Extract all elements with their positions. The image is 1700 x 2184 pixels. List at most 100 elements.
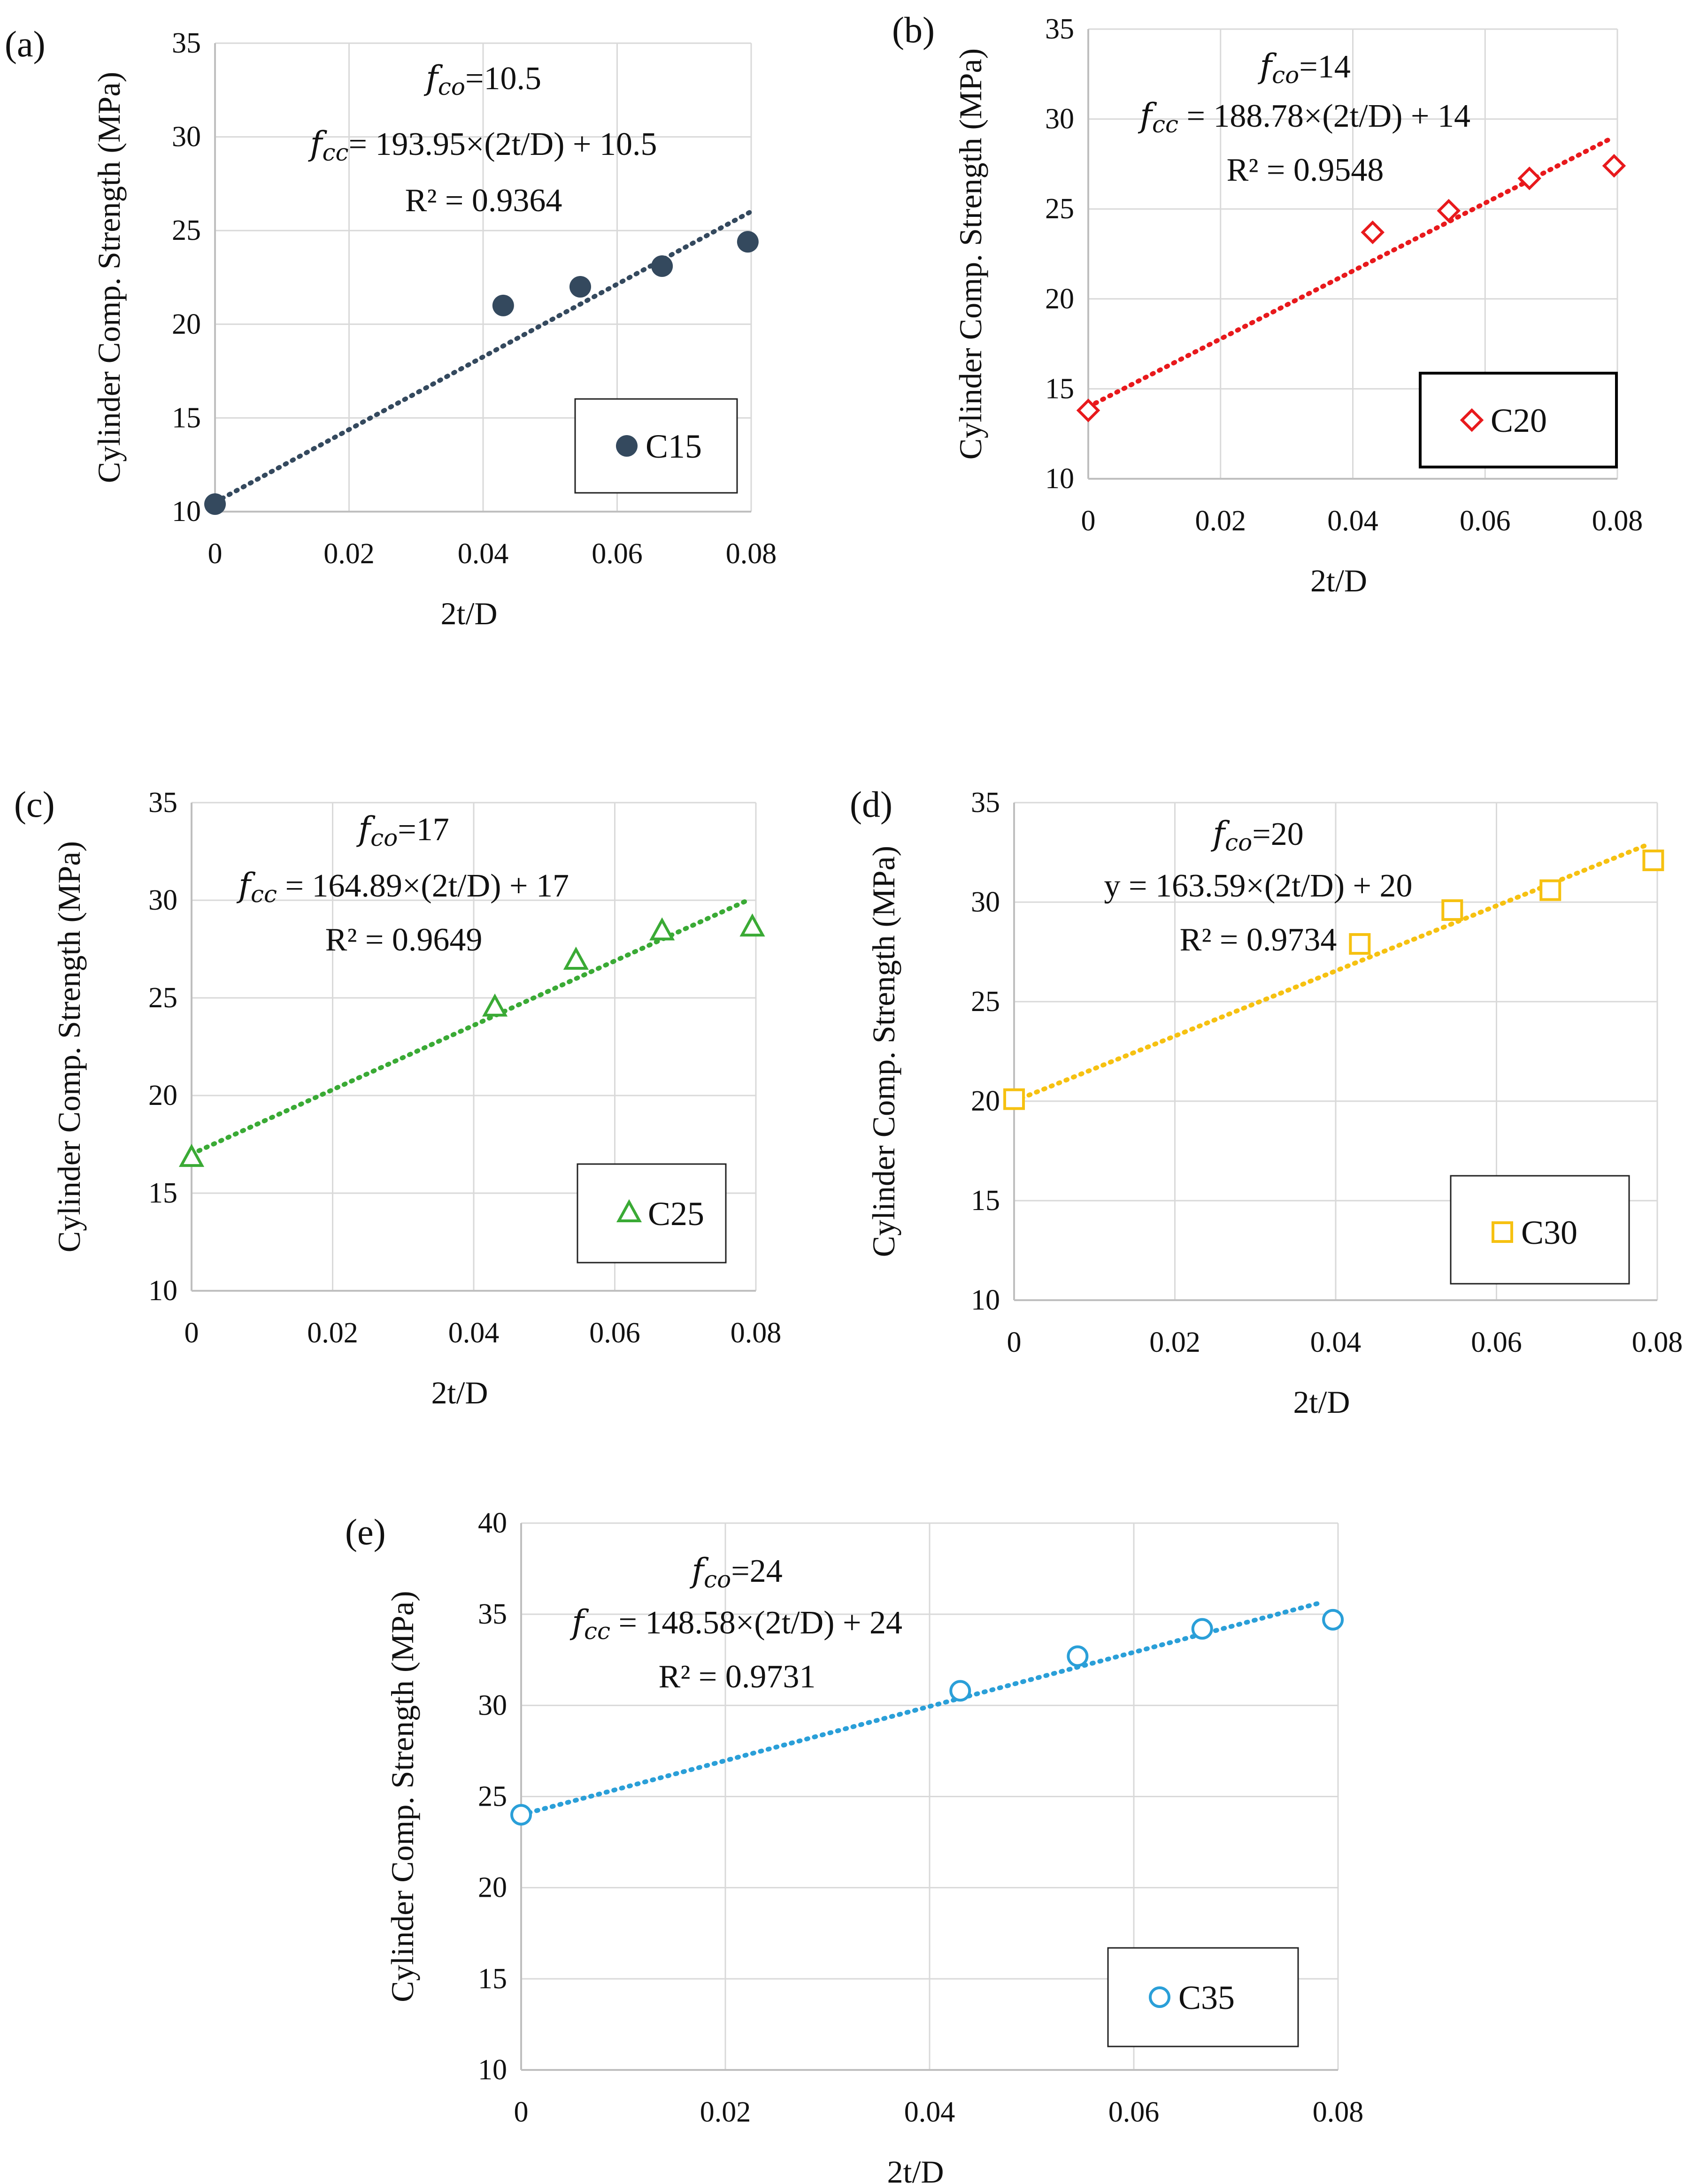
x-tick-label: 0.04 bbox=[1327, 505, 1378, 537]
y-tick-label: 15 bbox=[478, 1963, 507, 1995]
equation-rhs: = 163.59×(2t/D) + 20 bbox=[1120, 868, 1412, 904]
x-tick-label: 0 bbox=[1081, 505, 1096, 537]
x-tick-label: 0.06 bbox=[589, 1317, 640, 1349]
x-tick-label: 0.02 bbox=[700, 2096, 751, 2128]
r-squared-annotation: R² = 0.9649 bbox=[325, 922, 483, 958]
y-tick-label: 30 bbox=[148, 884, 177, 916]
x-tick-label: 0.02 bbox=[307, 1317, 358, 1349]
data-point bbox=[1539, 879, 1562, 901]
data-point bbox=[204, 493, 226, 515]
y-tick-label: 40 bbox=[478, 1507, 507, 1539]
x-axis-label: 2t/D bbox=[887, 2154, 944, 2184]
equation-lhs-subscript: cc bbox=[1152, 111, 1178, 138]
y-tick-label: 35 bbox=[148, 787, 177, 819]
fco-annotation: fco=17 bbox=[356, 810, 449, 851]
fco-subscript: co bbox=[1272, 61, 1299, 89]
equation-rhs: = 148.58×(2t/D) + 24 bbox=[610, 1605, 902, 1641]
fco-value: =24 bbox=[731, 1553, 782, 1589]
fco-annotation: fco=20 bbox=[1210, 814, 1304, 856]
x-tick-label: 0.04 bbox=[1310, 1326, 1362, 1358]
trendline bbox=[189, 897, 751, 1157]
y-axis-label: Cylinder Comp. Strength (MPa) bbox=[953, 48, 988, 460]
data-point bbox=[178, 1143, 205, 1167]
data-point bbox=[1441, 899, 1463, 921]
r-squared-annotation: R² = 0.9364 bbox=[405, 183, 562, 219]
legend-box bbox=[1107, 1947, 1299, 2047]
data-point bbox=[1437, 199, 1461, 223]
chart-panel-c: 10 15 20 25 30 35 0 0.02 0.04 0.06 0.08 2t/D Cylinde… bbox=[14, 784, 781, 1410]
fco-value: =14 bbox=[1299, 49, 1350, 85]
y-tick-label: 30 bbox=[478, 1689, 507, 1721]
y-tick-label: 15 bbox=[172, 402, 201, 434]
panel-label: (a) bbox=[5, 23, 46, 64]
x-tick-label: 0.04 bbox=[904, 2096, 955, 2128]
fco-annotation: fco=10.5 bbox=[423, 59, 541, 100]
y-tick-label: 20 bbox=[971, 1085, 1000, 1117]
legend: C15 bbox=[574, 398, 738, 494]
fco-subscript: co bbox=[1225, 829, 1252, 856]
y-tick-label: 35 bbox=[478, 1598, 507, 1630]
data-point bbox=[1067, 1645, 1089, 1667]
data-point bbox=[949, 1680, 971, 1702]
equation-annotation: y = 163.59×(2t/D) + 20 bbox=[1104, 868, 1412, 904]
equation-lhs-subscript: cc bbox=[251, 881, 277, 908]
x-tick-label: 0.06 bbox=[1460, 505, 1511, 537]
equation-rhs: = 164.89×(2t/D) + 17 bbox=[277, 868, 569, 904]
legend-box bbox=[577, 1163, 727, 1264]
fco-value: =10.5 bbox=[465, 61, 541, 97]
y-tick-label: 35 bbox=[1045, 13, 1074, 45]
x-tick-label: 0.08 bbox=[726, 538, 777, 570]
trendline bbox=[519, 1601, 1320, 1817]
legend-label: C20 bbox=[1491, 402, 1547, 439]
y-tick-label: 25 bbox=[148, 982, 177, 1014]
chart-panel-d: 10 15 20 25 30 35 0 0.02 0.04 0.06 0.08 2t/D Cylinde… bbox=[850, 784, 1683, 1420]
chart-panel-b: 10 15 20 25 30 35 0 0.02 0.04 0.06 0.08 2t/D Cylinde… bbox=[892, 9, 1643, 598]
y-tick-label: 15 bbox=[1045, 373, 1074, 405]
equation-annotation: fcc = 188.78×(2t/D) + 14 bbox=[1138, 96, 1470, 138]
data-point bbox=[563, 946, 589, 970]
data-point bbox=[1642, 849, 1664, 871]
x-axis-label: 2t/D bbox=[431, 1375, 488, 1410]
x-tick-label: 0.02 bbox=[1195, 505, 1246, 537]
legend-marker bbox=[1149, 1986, 1170, 2008]
legend-marker bbox=[616, 435, 638, 457]
y-axis-label: Cylinder Comp. Strength (MPa) bbox=[51, 841, 87, 1252]
data-point bbox=[739, 913, 765, 937]
y-tick-label: 10 bbox=[148, 1275, 177, 1307]
panel-label: (b) bbox=[892, 9, 935, 50]
legend-box bbox=[574, 398, 738, 494]
panel-label: (d) bbox=[850, 784, 892, 825]
x-tick-label: 0.06 bbox=[1108, 2096, 1160, 2128]
fco-value: =20 bbox=[1252, 816, 1303, 852]
y-tick-label: 35 bbox=[971, 787, 1000, 819]
fco-annotation: fco=14 bbox=[1257, 47, 1351, 89]
x-axis-label: 2t/D bbox=[1310, 563, 1367, 598]
x-tick-label: 0 bbox=[208, 538, 223, 570]
x-tick-label: 0.08 bbox=[1313, 2096, 1364, 2128]
x-axis-label: 2t/D bbox=[441, 596, 498, 631]
y-tick-label: 10 bbox=[1045, 463, 1074, 495]
data-point bbox=[1517, 166, 1541, 191]
x-tick-label: 0.02 bbox=[323, 538, 375, 570]
data-point bbox=[510, 1804, 532, 1826]
legend-label: C35 bbox=[1178, 1979, 1235, 2016]
legend-label: C25 bbox=[648, 1195, 704, 1233]
y-tick-label: 20 bbox=[1045, 283, 1074, 315]
x-tick-label: 0.08 bbox=[731, 1317, 782, 1349]
x-axis-label: 2t/D bbox=[1293, 1384, 1350, 1420]
equation-lhs-subscript: cc bbox=[584, 1617, 610, 1645]
r-squared-annotation: R² = 0.9734 bbox=[1180, 922, 1337, 958]
y-axis-label: Cylinder Comp. Strength (MPa) bbox=[866, 846, 901, 1257]
r-squared-annotation: R² = 0.9548 bbox=[1227, 152, 1384, 188]
x-tick-label: 0.04 bbox=[448, 1317, 500, 1349]
y-tick-label: 20 bbox=[478, 1872, 507, 1904]
equation-annotation: fcc = 148.58×(2t/D) + 24 bbox=[569, 1603, 902, 1645]
equation-rhs: = 188.78×(2t/D) + 14 bbox=[1178, 98, 1470, 134]
r-squared-annotation: R² = 0.9731 bbox=[659, 1659, 816, 1695]
fco-annotation: fco=24 bbox=[689, 1551, 783, 1593]
y-tick-label: 25 bbox=[971, 986, 1000, 1018]
equation-rhs: = 193.95×(2t/D) + 10.5 bbox=[348, 126, 657, 162]
data-point bbox=[1361, 220, 1385, 245]
y-tick-label: 20 bbox=[148, 1080, 177, 1111]
x-tick-label: 0.06 bbox=[592, 538, 643, 570]
